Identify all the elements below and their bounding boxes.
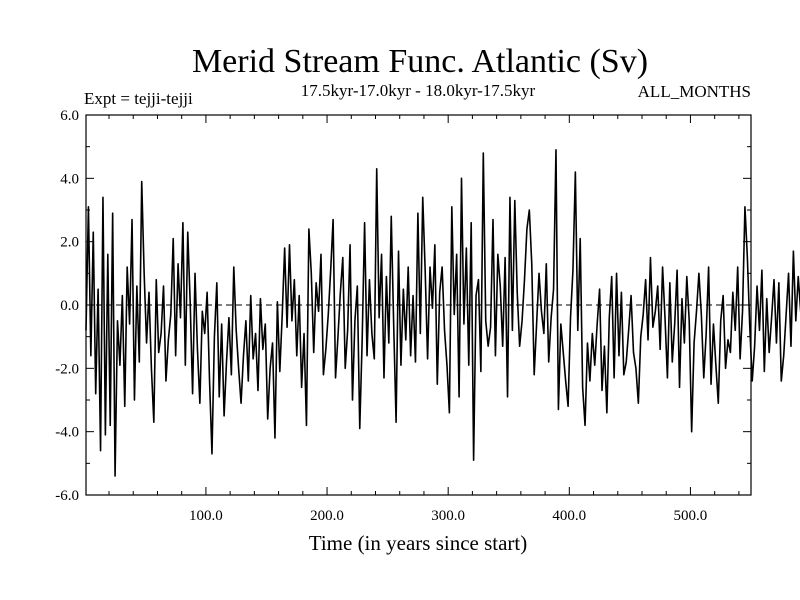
x-tick-label: 400.0 [552,508,586,524]
chart-title: Merid Stream Func. Atlantic (Sv) [192,43,648,80]
x-tick-label: 200.0 [310,508,344,524]
y-tick-label: 4.0 [60,171,79,187]
y-tick-label: -2.0 [55,361,79,377]
y-tick-label: 0.0 [60,298,79,314]
y-tick-label: 2.0 [60,235,79,251]
x-tick-label: 100.0 [189,508,223,524]
chart-subtitle: 17.5kyr-17.0kyr - 18.0kyr-17.5kyr [301,81,536,100]
season-label: ALL_MONTHS [638,82,751,101]
y-tick-label: -6.0 [55,488,79,504]
x-tick-label: 300.0 [431,508,465,524]
x-tick-label: 500.0 [674,508,708,524]
plot-area: -6.0 -4.0 -2.0 0.0 2.0 4.0 6.0 100.0 200.0 300.0 4… [55,108,800,524]
plot-frame [85,114,752,496]
expt-label: Expt = tejji-tejji [84,89,193,108]
series-line [85,149,800,477]
y-tick-label: 6.0 [60,108,79,124]
y-tick-label: -4.0 [55,425,79,441]
x-axis-label: Time (in years since start) [309,531,528,555]
